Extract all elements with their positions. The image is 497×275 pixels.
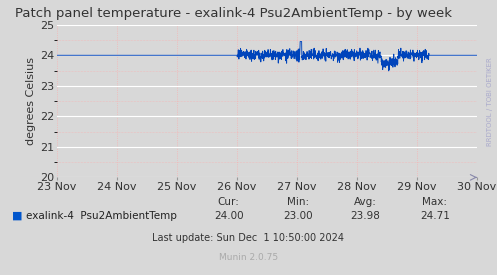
Text: Last update: Sun Dec  1 10:50:00 2024: Last update: Sun Dec 1 10:50:00 2024 [153,233,344,243]
Text: Min:: Min: [287,197,309,207]
Text: 24.00: 24.00 [214,211,244,221]
Text: RRDTOOL / TOBI OETIKER: RRDTOOL / TOBI OETIKER [487,57,493,146]
Y-axis label: degrees Celsius: degrees Celsius [26,57,36,145]
Text: ■: ■ [12,211,23,221]
Text: Max:: Max: [422,197,447,207]
Text: Cur:: Cur: [218,197,240,207]
Text: Avg:: Avg: [354,197,377,207]
Text: 23.98: 23.98 [350,211,380,221]
Text: Munin 2.0.75: Munin 2.0.75 [219,253,278,262]
Text: Patch panel temperature - exalink-4 Psu2AmbientTemp - by week: Patch panel temperature - exalink-4 Psu2… [15,7,452,20]
Text: 23.00: 23.00 [283,211,313,221]
Text: exalink-4  Psu2AmbientTemp: exalink-4 Psu2AmbientTemp [26,211,177,221]
Text: 24.71: 24.71 [420,211,450,221]
